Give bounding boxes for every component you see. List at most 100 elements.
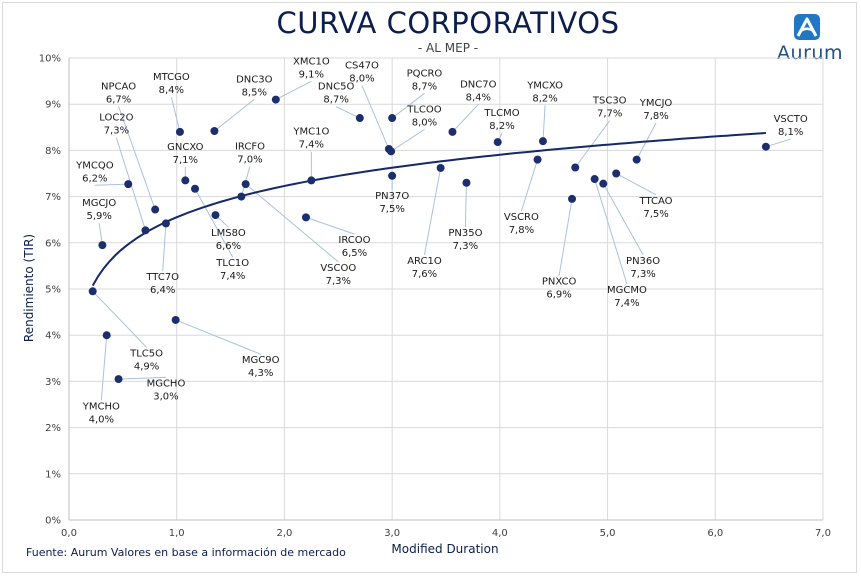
- point-name-pnxco: PNXCO: [542, 277, 577, 288]
- data-points: [88, 95, 770, 384]
- point-dnc5o[interactable]: [355, 114, 364, 123]
- point-value-tlcmo: 8,2%: [489, 121, 514, 132]
- leader-line-tsc3o: [574, 120, 611, 168]
- point-mgc9o[interactable]: [171, 315, 180, 324]
- point-mgcmo[interactable]: [590, 175, 599, 184]
- point-lms8o[interactable]: [211, 211, 220, 220]
- point-name-xmc1o: XMC1O: [293, 56, 330, 67]
- point-name-pqcro: PQCRO: [407, 68, 443, 79]
- point-vscro[interactable]: [533, 155, 542, 164]
- point-value-vscto: 8,1%: [778, 127, 803, 138]
- point-pqcro[interactable]: [388, 114, 397, 123]
- point-dnc7o[interactable]: [448, 127, 457, 136]
- point-name-loc2o: LOC2O: [99, 113, 133, 124]
- point-name-ymcxo: YMCXO: [526, 80, 563, 91]
- leader-line-pn36o: [602, 183, 644, 256]
- x-tick-label: 5,0: [600, 528, 616, 539]
- y-tick-label: 3%: [45, 377, 61, 388]
- point-tlcoo[interactable]: [387, 147, 396, 156]
- leader-line-tlcoo: [390, 128, 425, 152]
- point-ymcqo[interactable]: [124, 180, 133, 189]
- chart-subtitle: - AL MEP -: [417, 41, 479, 55]
- point-value-mtcgo: 8,4%: [159, 85, 184, 96]
- x-tick-label: 2,0: [276, 528, 292, 539]
- point-ttc7o[interactable]: [161, 219, 170, 228]
- point-pn36o[interactable]: [599, 179, 608, 188]
- leader-line-tlc5o: [92, 290, 147, 348]
- point-pnxco[interactable]: [568, 194, 577, 203]
- point-value-mgcho: 3,0%: [153, 391, 178, 402]
- point-name-ttcao: TTCAO: [639, 196, 673, 207]
- leader-line-vscro: [520, 159, 539, 212]
- point-npcao[interactable]: [151, 205, 160, 214]
- point-name-ircoo: IRCOO: [338, 235, 370, 246]
- leader-line-mgcho: [118, 376, 166, 380]
- source-note: Fuente: Aurum Valores en base a informac…: [26, 546, 346, 559]
- point-value-ircoo: 6,5%: [342, 248, 367, 259]
- point-tlc5o[interactable]: [88, 287, 97, 296]
- leader-line-mtcgo: [170, 96, 181, 133]
- point-name-gncxo: GNCXO: [167, 142, 203, 153]
- point-value-arc1o: 7,6%: [412, 269, 437, 280]
- point-mtcgo[interactable]: [175, 127, 184, 136]
- point-ymcxo[interactable]: [538, 137, 547, 146]
- point-value-ttc7o: 6,4%: [150, 285, 175, 296]
- leader-line-vscoo: [245, 183, 339, 263]
- point-value-xmc1o: 9,1%: [299, 69, 324, 80]
- point-ymcjo[interactable]: [632, 155, 641, 164]
- point-dnc3o[interactable]: [210, 126, 219, 135]
- point-arc1o[interactable]: [436, 163, 445, 172]
- point-ymcho[interactable]: [102, 331, 111, 340]
- point-name-ircfo: IRCFO: [235, 141, 265, 152]
- point-gncxo[interactable]: [181, 176, 190, 185]
- point-mgcho[interactable]: [114, 375, 123, 384]
- leader-line-npcao: [118, 106, 156, 210]
- point-name-arc1o: ARC1O: [407, 256, 442, 267]
- leader-line-ymcqo: [94, 183, 129, 186]
- point-value-pn37o: 7,5%: [379, 204, 404, 215]
- point-value-ttcao: 7,5%: [643, 209, 668, 220]
- point-loc2o[interactable]: [141, 226, 150, 235]
- point-value-ymcqo: 6,2%: [82, 173, 107, 184]
- point-tsc3o[interactable]: [571, 163, 580, 172]
- point-value-ymc1o: 7,4%: [299, 140, 324, 151]
- point-value-ymcxo: 8,2%: [532, 93, 557, 104]
- leader-line-dnc7o: [452, 104, 479, 133]
- point-tlc1o[interactable]: [191, 184, 200, 193]
- y-tick-label: 0%: [45, 516, 61, 527]
- point-ttcao[interactable]: [612, 169, 621, 178]
- point-name-npcao: NPCAO: [101, 81, 136, 92]
- point-xmc1o[interactable]: [271, 95, 280, 104]
- point-value-vscro: 7,8%: [509, 225, 534, 236]
- point-vscto[interactable]: [761, 142, 770, 151]
- point-tlcmo[interactable]: [493, 138, 502, 147]
- point-name-dnc7o: DNC7O: [460, 79, 497, 90]
- point-pn35o[interactable]: [462, 178, 471, 187]
- leader-line-ymcxo: [542, 105, 546, 142]
- leader-line-arc1o: [423, 167, 442, 255]
- point-name-pn36o: PN36O: [626, 256, 660, 267]
- point-value-tlc5o: 4,9%: [134, 361, 159, 372]
- trend-line: [91, 132, 766, 287]
- point-name-ymc1o: YMC1O: [292, 127, 329, 138]
- point-name-vscoo: VSCOO: [320, 263, 356, 274]
- leader-line-dnc3o: [214, 98, 255, 132]
- gridlines: [69, 57, 824, 520]
- point-ircfo[interactable]: [237, 192, 246, 201]
- x-tick-label: 7,0: [815, 528, 831, 539]
- leader-line-ymcho: [100, 335, 108, 401]
- point-ircoo[interactable]: [301, 213, 310, 222]
- point-value-dnc5o: 8,7%: [323, 95, 348, 106]
- point-value-mgcjo: 5,9%: [86, 211, 111, 222]
- point-value-gncxo: 7,1%: [173, 155, 198, 166]
- aurum-logo-icon: [794, 14, 820, 40]
- point-vscoo[interactable]: [241, 180, 250, 189]
- point-value-mgc9o: 4,3%: [248, 368, 273, 379]
- point-value-loc2o: 7,3%: [104, 126, 129, 137]
- point-ymc1o[interactable]: [307, 176, 316, 185]
- point-mgcjo[interactable]: [98, 241, 107, 250]
- point-pn37o[interactable]: [388, 171, 397, 180]
- leader-line-dnc5o: [335, 106, 361, 119]
- chart-title: CURVA CORPORATIVOS: [276, 6, 620, 40]
